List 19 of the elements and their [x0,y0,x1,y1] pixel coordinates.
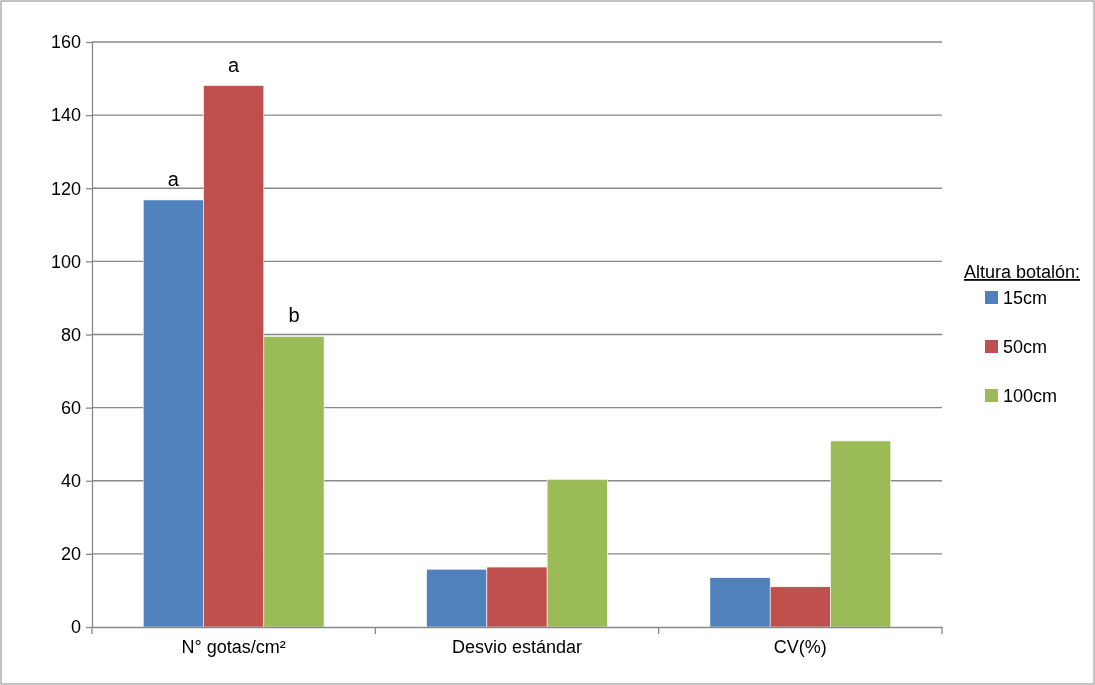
x-tick-label: Desvio estándar [451,637,583,658]
legend-label: 15cm [1003,288,1048,308]
legend-label: 50cm [1003,337,1048,357]
y-tick-label: 100 [50,251,81,272]
y-tick-label: 120 [50,178,81,199]
x-tick-label: CV(%) [773,637,827,658]
y-tick-label: 0 [70,617,81,638]
annotation: b [288,304,300,327]
y-tick-label: 60 [60,397,81,418]
y-tick-label: 160 [50,32,81,53]
y-tick-label: 80 [60,324,81,345]
y-tick-label: 20 [60,544,81,565]
y-tick-label: 140 [50,105,81,126]
annotation: a [228,53,241,76]
annotation: a [167,167,180,190]
x-tick-label: N° gotas/cm² [181,637,286,658]
legend-label: 100cm [1003,386,1058,406]
y-tick-label: 40 [60,471,81,492]
legend-title: Altura botalón: [963,262,1080,282]
